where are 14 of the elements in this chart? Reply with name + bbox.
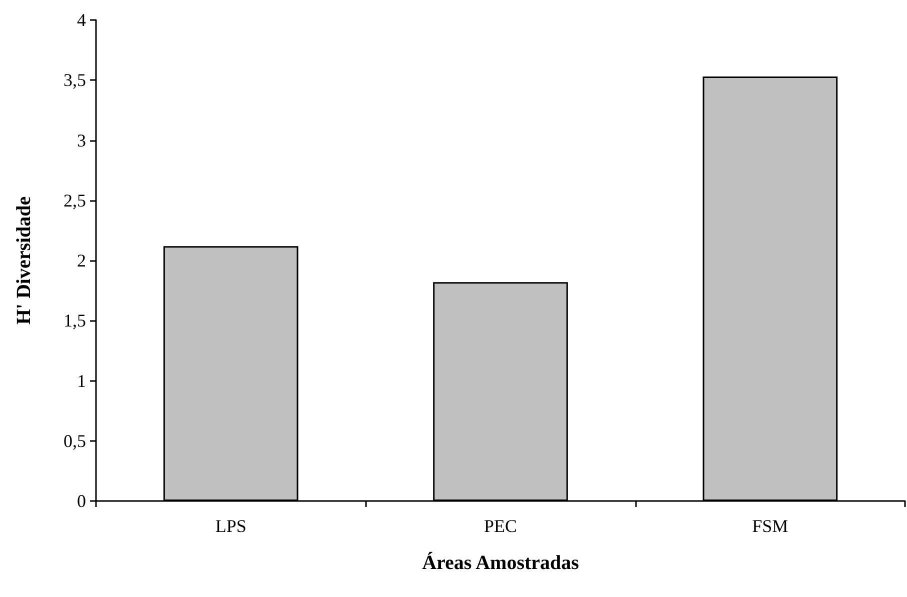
x-axis-title: Áreas Amostradas xyxy=(422,551,580,574)
y-tick-label: 2,5 xyxy=(64,190,86,210)
y-axis-title: H' Diversidade xyxy=(13,196,35,325)
x-tick-label: FSM xyxy=(752,516,788,536)
x-tick-label: PEC xyxy=(484,516,518,536)
y-tick-label: 4 xyxy=(77,10,86,30)
y-tick-label: 3,5 xyxy=(64,70,86,90)
y-tick-label: 1,5 xyxy=(64,310,86,331)
y-tick-label: 0 xyxy=(77,491,86,511)
y-tick-label: 3 xyxy=(77,130,86,150)
y-tick-label: 1 xyxy=(77,370,86,391)
y-tick-label: 0,5 xyxy=(64,430,86,451)
x-tick-label: LPS xyxy=(215,516,246,536)
y-tick-label: 2 xyxy=(77,250,86,270)
